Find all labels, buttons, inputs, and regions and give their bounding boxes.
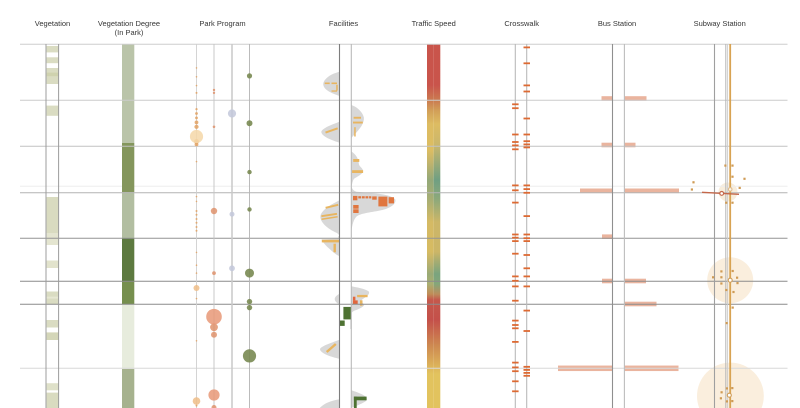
- svg-text:Vegetation Degree: Vegetation Degree: [98, 19, 160, 28]
- svg-text:Vegetation: Vegetation: [35, 19, 70, 28]
- svg-text:Park Program: Park Program: [199, 19, 245, 28]
- svg-text:Traffic Speed: Traffic Speed: [412, 19, 456, 28]
- svg-text:Facilities: Facilities: [329, 19, 358, 28]
- svg-text:Crosswalk: Crosswalk: [504, 19, 539, 28]
- svg-text:Subway Station: Subway Station: [694, 19, 746, 28]
- svg-text:(In Park): (In Park): [115, 28, 144, 37]
- svg-text:Bus Station: Bus Station: [598, 19, 636, 28]
